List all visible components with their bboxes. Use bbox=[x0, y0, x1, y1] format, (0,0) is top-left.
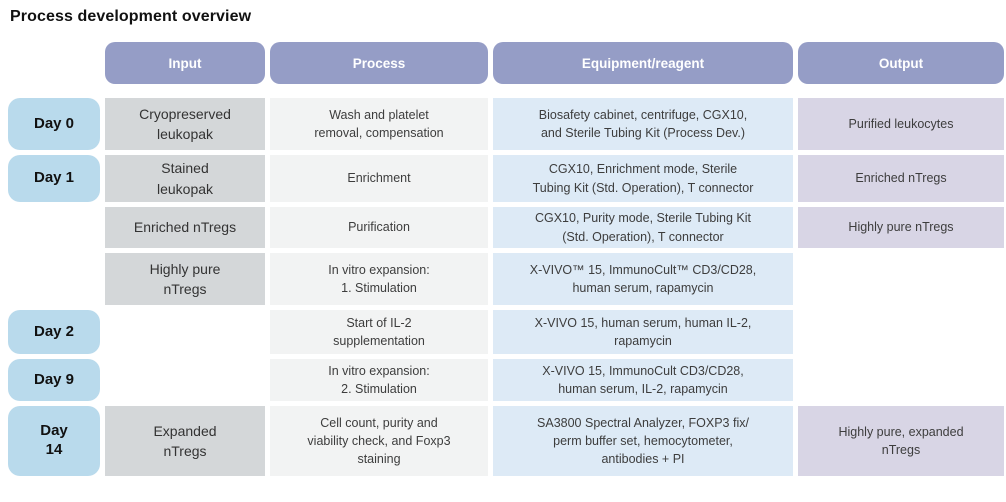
output-cell-empty bbox=[798, 310, 1004, 354]
input-cell-empty bbox=[105, 359, 265, 401]
process-cell: Enrichment bbox=[270, 155, 488, 202]
input-cell: Expanded nTregs bbox=[105, 406, 265, 476]
input-cell: Enriched nTregs bbox=[105, 207, 265, 248]
day-badge: Day 1 bbox=[8, 155, 100, 202]
input-cell-empty bbox=[105, 310, 265, 354]
day-badge: Day 9 bbox=[8, 359, 100, 401]
input-cell: Highly pure nTregs bbox=[105, 253, 265, 305]
column-header-process: Process bbox=[270, 42, 488, 84]
output-cell: Purified leukocytes bbox=[798, 98, 1004, 150]
day-badge: Day 14 bbox=[8, 406, 100, 476]
output-cell: Enriched nTregs bbox=[798, 155, 1004, 202]
process-cell: Cell count, purity and viability check, … bbox=[270, 406, 488, 476]
equipment-cell: X-VIVO 15, ImmunoCult CD3/CD28, human se… bbox=[493, 359, 793, 401]
equipment-cell: Biosafety cabinet, centrifuge, CGX10, an… bbox=[493, 98, 793, 150]
process-cell: In vitro expansion: 2. Stimulation bbox=[270, 359, 488, 401]
process-cell: In vitro expansion: 1. Stimulation bbox=[270, 253, 488, 305]
column-header-input: Input bbox=[105, 42, 265, 84]
output-cell-empty bbox=[798, 253, 1004, 305]
column-header-row: Input Process Equipment/reagent Output bbox=[8, 42, 1004, 84]
column-header-equipment: Equipment/reagent bbox=[493, 42, 793, 84]
input-cell: Cryopreserved leukopak bbox=[105, 98, 265, 150]
equipment-cell: X-VIVO™ 15, ImmunoCult™ CD3/CD28, human … bbox=[493, 253, 793, 305]
day-badge: Day 2 bbox=[8, 310, 100, 354]
equipment-cell: CGX10, Purity mode, Sterile Tubing Kit (… bbox=[493, 207, 793, 248]
header-spacer bbox=[8, 42, 100, 84]
column-header-output: Output bbox=[798, 42, 1004, 84]
output-cell: Highly pure nTregs bbox=[798, 207, 1004, 248]
process-cell: Start of IL-2 supplementation bbox=[270, 310, 488, 354]
output-cell-empty bbox=[798, 359, 1004, 401]
equipment-cell: SA3800 Spectral Analyzer, FOXP3 fix/ per… bbox=[493, 406, 793, 476]
equipment-cell: X-VIVO 15, human serum, human IL-2, rapa… bbox=[493, 310, 793, 354]
page-title: Process development overview bbox=[10, 8, 252, 25]
input-cell: Stained leukopak bbox=[105, 155, 265, 202]
day-badge-empty bbox=[8, 253, 100, 305]
output-cell: Highly pure, expanded nTregs bbox=[798, 406, 1004, 476]
day-badge: Day 0 bbox=[8, 98, 100, 150]
process-cell: Purification bbox=[270, 207, 488, 248]
process-cell: Wash and platelet removal, compensation bbox=[270, 98, 488, 150]
day-badge-empty bbox=[8, 207, 100, 248]
process-development-overview: Process development overview Input Proce… bbox=[8, 8, 1004, 476]
process-table: Day 0 Cryopreserved leukopak Wash and pl… bbox=[8, 98, 1004, 476]
equipment-cell: CGX10, Enrichment mode, Sterile Tubing K… bbox=[493, 155, 793, 202]
